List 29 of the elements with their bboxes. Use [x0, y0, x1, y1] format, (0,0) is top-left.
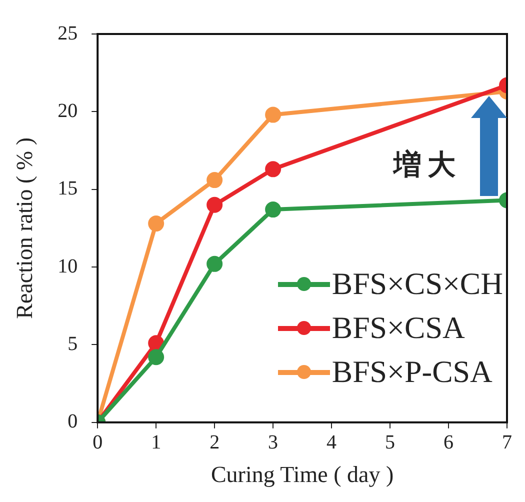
y-tick-label: 20 [58, 100, 78, 122]
x-tick-label: 5 [385, 432, 396, 454]
x-tick-label: 7 [502, 432, 512, 454]
y-tick-label: 15 [58, 178, 78, 200]
y-axis-title: Reaction ratio ( % ) [12, 138, 37, 319]
x-tick-label: 4 [326, 432, 337, 454]
point [265, 202, 282, 218]
annotation: 増大 [393, 147, 462, 184]
y-tick-label: 10 [58, 255, 78, 278]
legend-label: BFS×CS×CH [332, 265, 503, 303]
point [148, 349, 164, 366]
point [206, 172, 223, 188]
point [206, 196, 223, 213]
x-axis-title: Curing Time ( day ) [210, 462, 394, 488]
y-tick-label: 25 [58, 22, 78, 44]
legend-label: BFS×P-CSA [332, 353, 492, 391]
x-tick-label: 0 [92, 432, 103, 454]
x-tick-label: 3 [268, 432, 278, 454]
point [265, 161, 282, 178]
x-tick-label: 6 [444, 432, 454, 454]
point [148, 216, 164, 232]
y-tick-label: 0 [68, 410, 78, 433]
point [148, 335, 164, 352]
y-tick-label: 5 [68, 332, 78, 355]
legend-label: BFS×CSA [332, 309, 465, 347]
point [206, 256, 223, 272]
point [265, 106, 282, 123]
x-tick-label: 1 [151, 432, 162, 454]
x-tick-label: 2 [210, 432, 220, 454]
